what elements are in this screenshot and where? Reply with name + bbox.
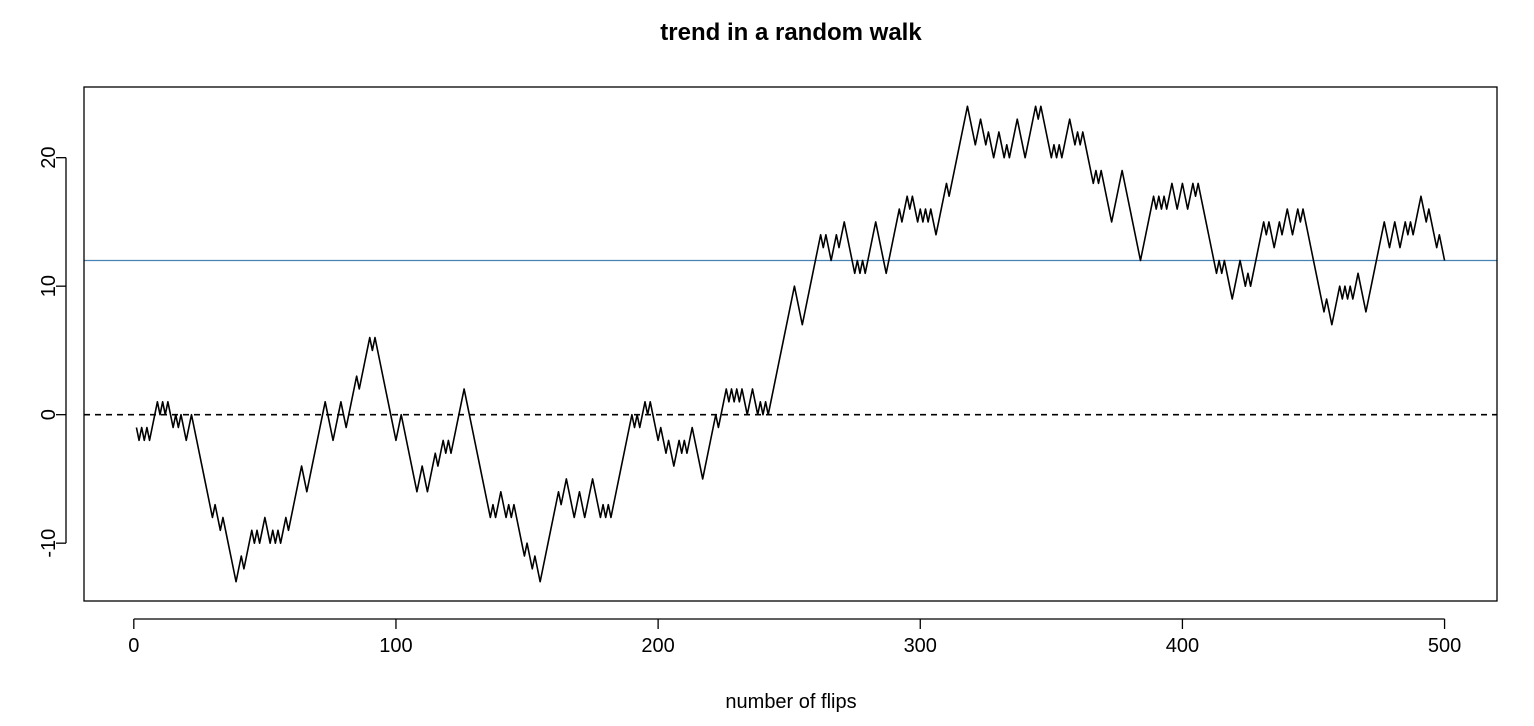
y-tick-label: 20	[38, 147, 60, 169]
y-tick-label: 0	[38, 409, 60, 420]
x-axis-label: number of flips	[725, 691, 856, 713]
x-tick-label: 400	[1166, 635, 1199, 657]
chart-title: trend in a random walk	[660, 19, 922, 46]
plot-frame	[83, 86, 1498, 602]
x-tick-label: 100	[379, 635, 412, 657]
y-tick-label: 10	[38, 275, 60, 297]
y-axis: -10 0 10 20	[38, 147, 67, 558]
y-tick-label: -10	[38, 529, 60, 558]
x-tick-label: 0	[128, 635, 139, 657]
x-axis: 0 100 200 300 400 500	[128, 618, 1461, 657]
series-layer	[135, 105, 1446, 583]
series-line-0	[135, 105, 1446, 583]
x-tick-label: 500	[1428, 635, 1461, 657]
x-tick-label: 200	[641, 635, 674, 657]
reference-lines	[84, 259, 1497, 416]
x-tick-label: 300	[904, 635, 937, 657]
